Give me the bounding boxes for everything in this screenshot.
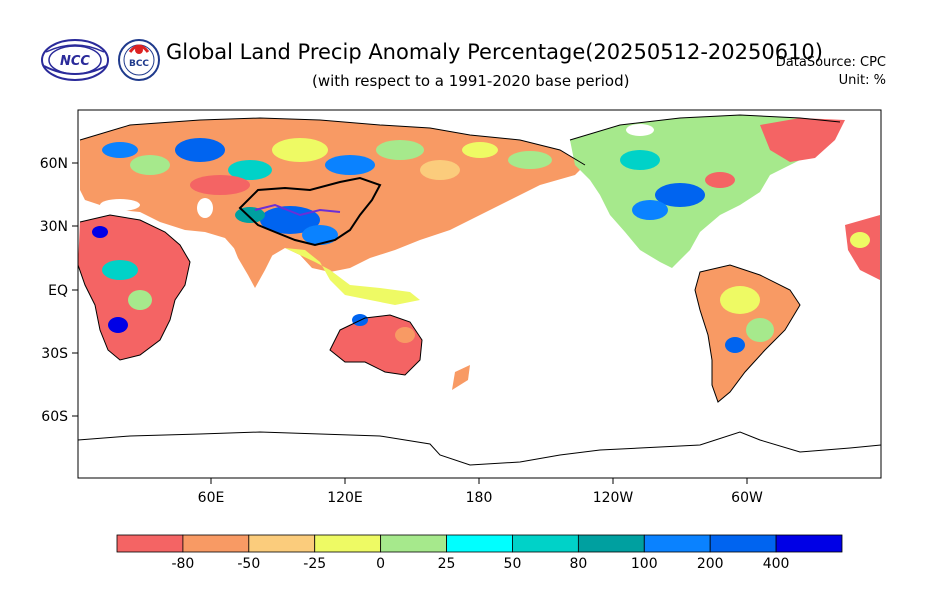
map-title: Global Land Precip Anomaly Percentage(20… [166, 40, 823, 64]
colorbar-swatch [380, 534, 447, 553]
colorbar-swatch [446, 534, 513, 553]
yangtze-river [254, 203, 341, 217]
colorbar [116, 534, 843, 553]
china-border [238, 176, 382, 247]
colorbar-label: -50 [237, 556, 260, 572]
wet-anomalies [92, 138, 870, 353]
colorbar-swatch [314, 534, 382, 553]
colorbar-swatch [775, 534, 843, 553]
bcc-logo: BCC [118, 39, 160, 81]
landmass-new-zealand [452, 365, 470, 390]
colorbar-swatch [643, 534, 711, 553]
landmass-greenland [760, 118, 845, 162]
landmass-se-asia [285, 248, 420, 305]
colorbar-swatch [182, 534, 250, 553]
ncc-logo: NCC [41, 39, 109, 81]
colorbar-swatch [248, 534, 316, 553]
colorbar-label: -25 [303, 556, 326, 572]
caspian-sea [197, 198, 213, 218]
landmass-africa [78, 215, 190, 360]
lat-ticks [72, 162, 78, 417]
lat-label-30n: 30N [40, 219, 68, 235]
bcc-logo-text: BCC [129, 59, 149, 69]
lon-label-60w: 60W [731, 490, 763, 506]
colorbar-labels: -80 -50 -25 0 25 50 80 100 200 400 [171, 556, 789, 572]
colorbar-label: 200 [697, 556, 724, 572]
colorbar-label: 100 [631, 556, 658, 572]
colorbar-label: 80 [569, 556, 587, 572]
lon-ticks [210, 478, 748, 484]
colorbar-swatch [116, 534, 184, 553]
lon-label-60e: 60E [198, 490, 225, 506]
landmass-india [230, 238, 275, 288]
hudson-bay [626, 124, 654, 136]
ncc-logo-text: NCC [60, 54, 90, 69]
lon-label-180: 180 [466, 490, 493, 506]
colorbar-label: 50 [504, 556, 522, 572]
colorbar-label: -80 [171, 556, 194, 572]
colorbar-label: 0 [376, 556, 385, 572]
data-source-label: DataSource: CPC [775, 55, 886, 70]
unit-label: Unit: % [838, 73, 886, 88]
coastlines [78, 114, 841, 403]
precip-field [78, 114, 881, 466]
map-subtitle: (with respect to a 1991-2020 base period… [312, 72, 630, 90]
lat-label-eq: EQ [48, 283, 68, 299]
colorbar-label: 25 [438, 556, 456, 572]
lat-label-60n: 60N [40, 156, 68, 172]
lon-label-120e: 120E [327, 490, 363, 506]
lon-label-120w: 120W [593, 490, 634, 506]
antarctica-outline [78, 431, 881, 466]
colorbar-label: 400 [763, 556, 790, 572]
colorbar-swatch [709, 534, 777, 553]
colorbar-swatch [512, 534, 579, 553]
lat-label-30s: 30S [41, 346, 68, 362]
colorbar-swatch [577, 534, 645, 553]
mediterranean [100, 199, 140, 211]
lat-label-60s: 60S [41, 409, 68, 425]
